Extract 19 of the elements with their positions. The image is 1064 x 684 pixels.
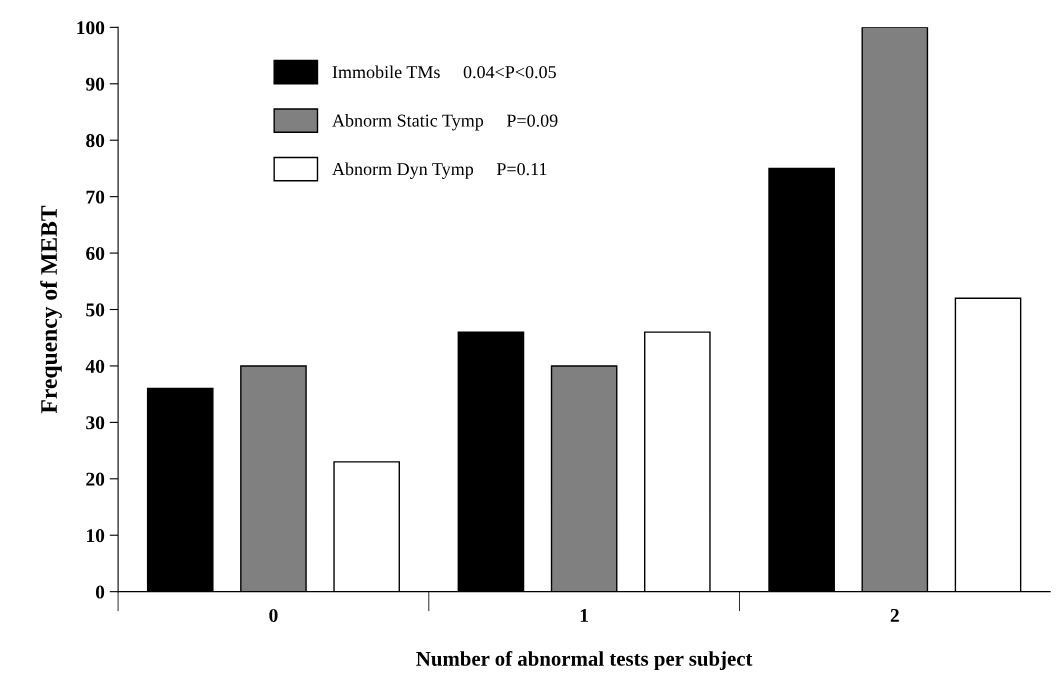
y-tick-label: 20 (86, 472, 105, 486)
x-tick-label: 1 (580, 608, 588, 622)
y-tick-label: 30 (86, 416, 105, 430)
y-tick-label: 80 (86, 134, 105, 148)
y-tick-label: 50 (86, 303, 105, 317)
y-tick-label: 90 (86, 77, 105, 91)
y-tick-label: 70 (86, 190, 105, 204)
legend-label: Abnorm Static Tymp P=0.09 (332, 114, 558, 131)
x-tick-label: 2 (890, 608, 899, 622)
y-tick-label: 0 (95, 585, 105, 599)
y-tick-label: 60 (86, 246, 105, 261)
y-tick-label: 40 (85, 359, 105, 373)
x-tick-label: 0 (269, 608, 278, 623)
legend-label: Immobile TMs 0.04<P<0.05 (332, 65, 556, 79)
y-tick-label: 100 (77, 21, 105, 35)
legend-label: Abnorm Dyn Tymp P=0.11 (332, 162, 547, 179)
y-tick-label: 10 (87, 529, 105, 543)
y-axis-title: Frequency of MEBT (40, 205, 62, 414)
x-axis-title: Number of abnormal tests per subject (416, 650, 753, 671)
